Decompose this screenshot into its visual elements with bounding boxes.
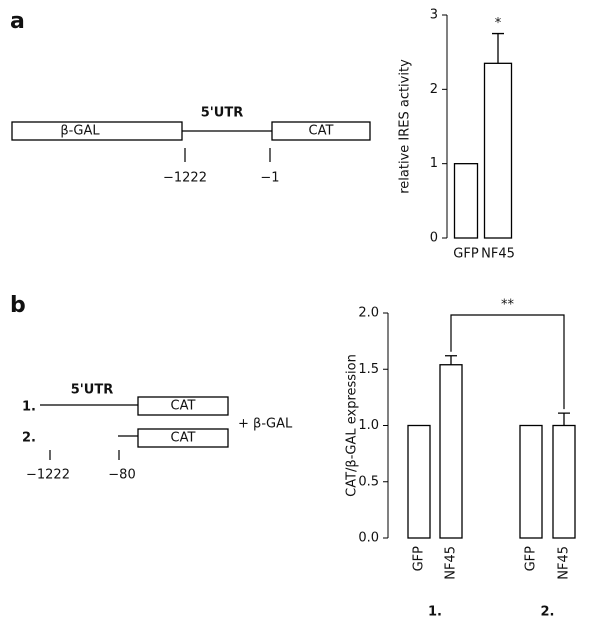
x-tick-label: NF45 [557, 546, 572, 580]
gene-box [271, 121, 371, 141]
row-label: 1. [22, 400, 36, 415]
bar [483, 62, 513, 239]
box-label: CAT [171, 399, 196, 414]
row-label: 2. [22, 431, 36, 446]
y-axis-label: CAT/β-GAL expression [345, 354, 360, 497]
y-tick-label: 0.0 [358, 531, 379, 546]
x-tick-label: GFP [524, 546, 539, 572]
bar [552, 424, 576, 539]
bar [519, 424, 543, 539]
error-bar [445, 355, 457, 365]
annotation: ** [501, 298, 515, 313]
box-label: CAT [171, 431, 196, 446]
position-label: −80 [108, 468, 135, 483]
group-label: 1. [428, 605, 442, 620]
bar [407, 424, 431, 539]
plus-label: + β-GAL [238, 417, 293, 432]
position-label: −1222 [163, 171, 207, 186]
y-tick-label: 1.5 [358, 362, 379, 377]
box-label: β-GAL [60, 124, 100, 139]
y-tick-label: 2.0 [358, 306, 379, 321]
position-label: −1 [260, 171, 279, 186]
y-tick-label: 2 [430, 82, 438, 97]
gene-box [137, 428, 229, 448]
utr-label: 5'UTR [71, 383, 113, 398]
y-tick-label: 1.0 [358, 418, 379, 433]
box-label: CAT [309, 124, 334, 139]
x-tick-label: NF45 [444, 546, 459, 580]
gene-box [137, 396, 229, 416]
bar [439, 364, 463, 539]
error-bar [558, 412, 570, 426]
y-tick-label: 0 [430, 231, 438, 246]
y-tick-label: 0.5 [358, 474, 379, 489]
y-tick-label: 1 [430, 156, 438, 171]
panel-label: b [10, 293, 26, 318]
significance-bracket [450, 314, 565, 410]
bar [453, 163, 479, 239]
annotation: * [495, 16, 502, 31]
y-axis-label: relative IRES activity [398, 59, 413, 194]
utr-label: 5'UTR [201, 106, 243, 121]
group-label: 2. [541, 605, 555, 620]
position-label: −1222 [26, 468, 70, 483]
panel-label: a [10, 9, 25, 34]
x-tick-label: GFP [412, 546, 427, 572]
x-tick-label: NF45 [481, 247, 515, 262]
y-tick-label: 3 [430, 8, 438, 23]
error-bar [492, 32, 504, 64]
x-tick-label: GFP [453, 247, 479, 262]
